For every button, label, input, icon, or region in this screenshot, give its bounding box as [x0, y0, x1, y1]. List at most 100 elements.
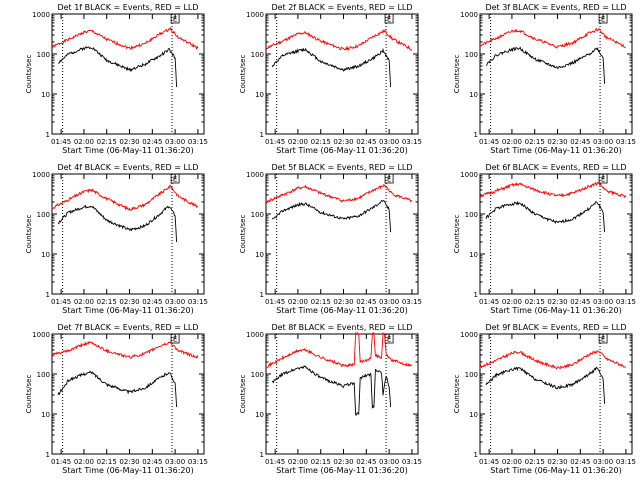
x-tick-label: 03:00: [165, 138, 185, 146]
plot-frame: [479, 13, 633, 135]
y-tick-label: 1: [260, 291, 264, 299]
panel-title: Det 3f BLACK = Events, RED = LLD: [485, 3, 626, 12]
plot-frame: [51, 333, 205, 455]
y-tick-label: 100: [37, 371, 50, 379]
x-tick-label: 02:30: [333, 298, 353, 306]
y-tick-label: 10: [41, 91, 50, 99]
lld-series-line: [479, 181, 627, 199]
detector-panel-1: Det 1f BLACK = Events, RED = LLD 1 10 100 10…: [25, 3, 208, 155]
y-tick-label: 1000: [246, 331, 264, 339]
x-tick-label: 02:00: [288, 138, 308, 146]
lld-series-line: [51, 341, 199, 359]
y-axis-label: Counts/sec: [239, 375, 247, 414]
x-tick-label: 02:15: [525, 138, 545, 146]
y-axis-label: Counts/sec: [453, 55, 461, 94]
plot-frame: [51, 173, 205, 295]
x-tick-label: 02:45: [570, 298, 590, 306]
lld-series-line: [265, 183, 413, 204]
lld-series-line: [265, 331, 413, 369]
x-tick-label: 03:00: [379, 138, 399, 146]
x-tick-label: 02:00: [74, 138, 94, 146]
events-series-line: [485, 200, 606, 233]
y-tick-label: 1: [474, 451, 478, 459]
marker-label: E: [387, 336, 391, 344]
x-tick-label: 02:45: [142, 138, 162, 146]
marker-label: E: [387, 176, 391, 184]
x-tick-label: 01:45: [265, 298, 285, 306]
x-tick-label: 03:00: [165, 458, 185, 466]
x-tick-label: 03:15: [402, 298, 422, 306]
x-axis-label: Start Time (06-May-11 01:36:20): [276, 306, 407, 315]
x-tick-label: 02:15: [311, 458, 331, 466]
detector-panel-2: Det 2f BLACK = Events, RED = LLD 1 10 100 10…: [239, 3, 422, 155]
plot-frame: [479, 333, 633, 455]
x-tick-label: 03:15: [402, 138, 422, 146]
panel-title: Det 8f BLACK = Events, RED = LLD: [271, 323, 412, 332]
events-series-line: [57, 370, 178, 408]
x-tick-label: 02:15: [525, 298, 545, 306]
x-tick-label: 01:45: [51, 458, 71, 466]
panel-title: Det 5f BLACK = Events, RED = LLD: [271, 163, 412, 172]
y-tick-label: 1000: [460, 11, 478, 19]
x-tick-label: 02:00: [288, 458, 308, 466]
y-tick-label: 100: [37, 51, 50, 59]
y-axis-label: Counts/sec: [453, 215, 461, 254]
x-tick-label: 01:45: [479, 458, 499, 466]
y-axis-label: Counts/sec: [25, 55, 33, 94]
events-series-line: [271, 199, 392, 233]
panel-title: Det 4f BLACK = Events, RED = LLD: [57, 163, 198, 172]
x-axis-label: Start Time (06-May-11 01:36:20): [62, 306, 193, 315]
y-tick-label: 100: [465, 371, 478, 379]
detector-panel-3: Det 3f BLACK = Events, RED = LLD 1 10 100 10…: [453, 3, 636, 155]
x-tick-label: 02:45: [570, 138, 590, 146]
x-tick-label: 01:45: [479, 298, 499, 306]
x-axis-label: Start Time (06-May-11 01:36:20): [490, 306, 621, 315]
y-tick-label: 1: [46, 291, 50, 299]
events-series-line: [57, 204, 178, 243]
x-tick-label: 02:45: [356, 458, 376, 466]
x-tick-label: 03:15: [402, 458, 422, 466]
marker-box: [384, 13, 394, 24]
events-series-line: [271, 365, 392, 416]
x-tick-label: 02:15: [97, 298, 117, 306]
y-tick-label: 100: [251, 371, 264, 379]
x-tick-label: 02:45: [356, 138, 376, 146]
x-tick-label: 03:00: [593, 138, 613, 146]
y-tick-label: 1: [260, 131, 264, 139]
x-tick-label: 02:30: [119, 458, 139, 466]
x-tick-label: 03:15: [188, 138, 208, 146]
y-tick-label: 10: [255, 251, 264, 259]
x-axis-label: Start Time (06-May-11 01:36:20): [490, 466, 621, 475]
y-tick-label: 10: [41, 411, 50, 419]
marker-label: E: [601, 176, 605, 184]
x-tick-label: 01:45: [265, 138, 285, 146]
y-tick-label: 10: [255, 91, 264, 99]
y-tick-label: 1000: [246, 171, 264, 179]
x-tick-label: 02:30: [547, 458, 567, 466]
marker-box: [170, 13, 180, 24]
marker-label: E: [173, 336, 177, 344]
x-tick-label: 02:00: [288, 298, 308, 306]
detector-panel-6: Det 6f BLACK = Events, RED = LLD 1 10 100 10…: [453, 163, 636, 315]
x-tick-label: 03:00: [379, 298, 399, 306]
y-tick-label: 1: [474, 131, 478, 139]
marker-box: [598, 333, 608, 344]
x-tick-label: 02:15: [97, 138, 117, 146]
y-axis-label: Counts/sec: [25, 215, 33, 254]
plot-frame: [265, 333, 419, 455]
x-tick-label: 02:15: [311, 298, 331, 306]
y-tick-label: 1: [260, 451, 264, 459]
x-tick-label: 01:45: [51, 138, 71, 146]
x-tick-label: 02:15: [311, 138, 331, 146]
marker-box: [598, 173, 608, 184]
y-axis-label: Counts/sec: [239, 55, 247, 94]
x-axis-label: Start Time (06-May-11 01:36:20): [62, 146, 193, 155]
lld-series-line: [479, 27, 627, 49]
y-tick-label: 1000: [32, 171, 50, 179]
x-tick-label: 03:00: [379, 458, 399, 466]
marker-box: [170, 173, 180, 184]
marker-box: [598, 13, 608, 24]
x-tick-label: 02:45: [356, 298, 376, 306]
x-tick-label: 02:45: [142, 458, 162, 466]
y-tick-label: 10: [255, 411, 264, 419]
